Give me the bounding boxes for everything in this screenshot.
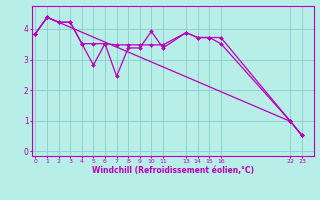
X-axis label: Windchill (Refroidissement éolien,°C): Windchill (Refroidissement éolien,°C) (92, 166, 254, 175)
